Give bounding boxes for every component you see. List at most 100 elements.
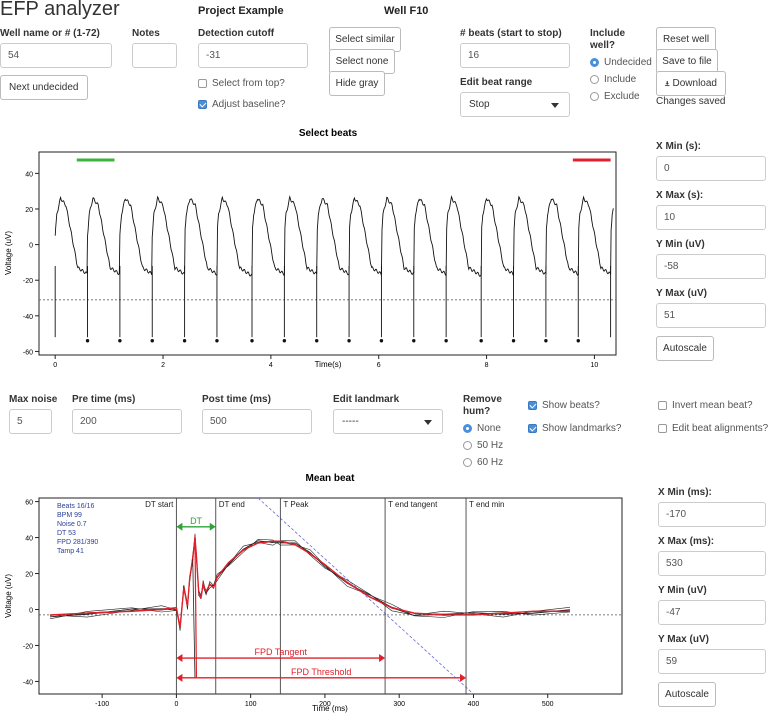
mean-xmin-label: X Min (ms): (658, 487, 712, 498)
y-tick-label: -20 (23, 643, 33, 650)
beat-marker (282, 339, 287, 343)
radio-circle (590, 92, 599, 101)
invert-label: Invert mean beat? (672, 400, 753, 411)
select-ymin-label: Y Min (uV) (656, 239, 705, 250)
invert-mean-beat-checkbox[interactable]: Invert mean beat? (658, 400, 753, 411)
adjust-baseline-checkbox[interactable]: Adjust baseline? (198, 99, 285, 110)
mean-autoscale-button[interactable]: Autoscale (658, 682, 716, 707)
hum-radio-50hz[interactable]: 50 Hz (463, 440, 503, 451)
download-icon (665, 80, 670, 87)
mean-stats: Beats 16/16 BPM 99 Noise 0.7 DT 53 FPD 2… (57, 503, 98, 555)
y-tick-label: 60 (25, 500, 33, 507)
select-xmax-input[interactable]: 10 (656, 205, 766, 230)
x-tick-label: -100 (95, 701, 109, 708)
beats-input[interactable]: 16 (460, 43, 570, 68)
select-ymax-label: Y Max (uV) (656, 288, 707, 299)
landmark-label: T end tangent (388, 500, 438, 509)
show-landmarks-checkbox[interactable]: Show landmarks? (528, 423, 621, 434)
mean-ymin-input[interactable]: -47 (658, 600, 766, 625)
mean-trace (50, 537, 570, 628)
save-to-file-button[interactable]: Save to file (656, 49, 718, 74)
y-tick-label: -60 (23, 349, 33, 356)
post-time-input[interactable]: 500 (202, 409, 312, 434)
checkbox-box (198, 79, 207, 88)
fpd-tangent-arrow-head (379, 654, 386, 663)
x-tick-label: 0 (174, 701, 178, 708)
edit-landmark-select[interactable]: ----- (333, 409, 443, 434)
radio-label: 50 Hz (477, 440, 504, 451)
edit-beat-range-label: Edit beat range (460, 77, 533, 88)
beat-marker (379, 339, 384, 343)
beat-marker (85, 339, 90, 343)
next-undecided-button[interactable]: Next undecided (0, 75, 88, 100)
radio-circle (463, 441, 472, 450)
select-plot-content: 40 20 0 -20 -40 -60 0 2 4 6 8 10 (23, 158, 616, 369)
select-plot-title: Select beats (299, 128, 358, 139)
y-tick-label: 20 (25, 572, 33, 579)
beat-marker (150, 339, 154, 343)
checkbox-box (658, 401, 667, 410)
mean-xmin-input[interactable]: -170 (658, 502, 766, 527)
well-title: Well F10 (384, 5, 429, 17)
beat-marker (479, 339, 483, 343)
pre-time-input[interactable]: 200 (72, 409, 182, 434)
max-noise-input[interactable]: 5 (9, 409, 52, 434)
radio-label: Undecided (604, 57, 652, 68)
include-radio-include[interactable]: Include (590, 74, 636, 85)
y-tick-label: 0 (29, 243, 33, 250)
beat-marker (182, 339, 187, 343)
hide-gray-button[interactable]: Hide gray (329, 71, 385, 96)
well-input[interactable]: 54 (0, 43, 112, 68)
checkbox-box (528, 401, 537, 410)
radio-label: None (477, 423, 501, 434)
mean-xmax-label: X Max (ms): (658, 536, 715, 547)
select-from-top-checkbox[interactable]: Select from top? (198, 78, 285, 89)
checkbox-box (658, 424, 667, 433)
edit-beat-alignments-checkbox[interactable]: Edit beat alignments? (658, 423, 768, 434)
plot-frame (38, 151, 617, 356)
stat-line: DT 53 (57, 530, 76, 537)
download-button[interactable]: Download (656, 71, 726, 96)
include-radio-exclude[interactable]: Exclude (590, 91, 640, 102)
edit-beat-range-select[interactable]: Stop (460, 92, 570, 117)
notes-input[interactable] (132, 43, 177, 68)
landmark-label: T Peak (283, 500, 309, 509)
beat-marker (250, 339, 254, 343)
select-ymax-input[interactable]: 51 (656, 303, 766, 328)
hum-radio-60hz[interactable]: 60 Hz (463, 457, 503, 468)
x-tick-label: 0 (53, 362, 57, 369)
select-ymin-input[interactable]: -58 (656, 254, 766, 279)
reset-well-button[interactable]: Reset well (656, 27, 716, 52)
select-beats-chart[interactable]: Select beats 40 20 0 -20 -40 -60 0 2 4 6 8 10 Time(… (0, 122, 640, 370)
adjust-baseline-label: Adjust baseline? (212, 99, 286, 110)
download-label: Download (672, 78, 717, 89)
beat-marker (118, 339, 122, 343)
fpd-threshold-arrow-head (176, 673, 183, 682)
y-tick-label: -40 (23, 314, 33, 321)
beat-marker (444, 339, 448, 343)
tangent-line (257, 497, 474, 695)
mean-ymax-input[interactable]: 59 (658, 649, 766, 674)
select-autoscale-button[interactable]: Autoscale (656, 336, 714, 361)
detection-cutoff-label: Detection cutoff (198, 28, 275, 39)
show-beats-checkbox[interactable]: Show beats? (528, 400, 600, 411)
voltage-trace (54, 194, 614, 278)
well-label: Well name or # (1-72) (0, 28, 100, 39)
stat-line: Beats 16/16 (57, 503, 94, 510)
x-tick-label: 10 (591, 362, 599, 369)
x-tick-label: 4 (269, 362, 273, 369)
hum-radio-none[interactable]: None (463, 423, 501, 434)
mean-xmax-input[interactable]: 530 (658, 551, 766, 576)
select-similar-button[interactable]: Select similar (329, 27, 401, 52)
include-radio-undecided[interactable]: Undecided (590, 57, 652, 68)
select-xmin-input[interactable]: 0 (656, 156, 766, 181)
x-tick-label: 2 (161, 362, 165, 369)
beat-marker (315, 339, 319, 343)
include-label-line1: Include (590, 28, 626, 39)
fpd-tangent-arrow-head (176, 654, 183, 663)
radio-circle (590, 75, 599, 84)
detection-cutoff-input[interactable]: -31 (198, 43, 308, 68)
landmark-label: T end min (469, 500, 504, 509)
select-xmax-label: X Max (s): (656, 190, 704, 201)
